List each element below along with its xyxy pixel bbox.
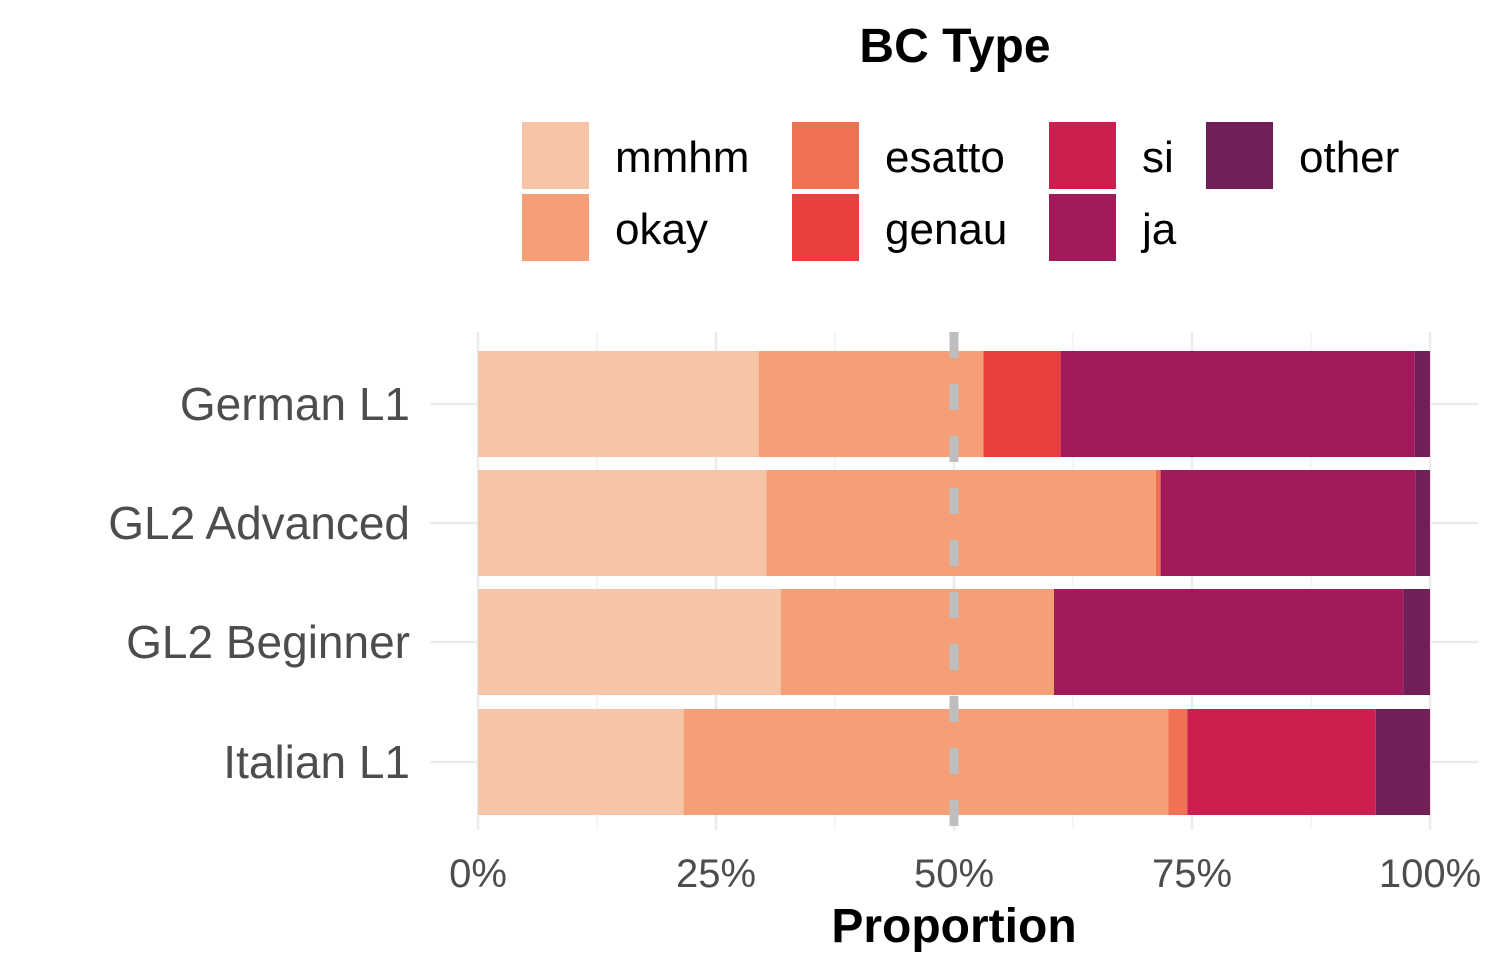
x-tick-labels: 0% 25% 50% 75% 100% [449, 852, 1481, 896]
legend-label-ja: ja [1140, 205, 1177, 254]
x-axis-title: Proportion [831, 900, 1076, 953]
legend-title: BC Type [859, 20, 1050, 73]
legend-key-other [1206, 122, 1273, 189]
legend-label-esatto: esatto [885, 133, 1005, 182]
bar-segment-genau [983, 351, 1061, 457]
legend-label-mmhm: mmhm [615, 133, 749, 182]
bar-segment-si [1187, 709, 1376, 815]
bar-segment-mmhm [478, 709, 684, 815]
bar-segment-ja [1160, 470, 1416, 576]
x-tick-label: 25% [676, 852, 756, 896]
bar-segment-okay [780, 589, 1054, 695]
bar-segment-mmhm [478, 589, 781, 695]
bar-segment-mmhm [478, 470, 767, 576]
bar-segment-okay [758, 351, 984, 457]
bar-segment-esatto [1168, 709, 1188, 815]
bar-segment-other [1415, 470, 1430, 576]
x-tick-label: 75% [1152, 852, 1232, 896]
legend-key-esatto [792, 122, 859, 189]
y-tick-label: Italian L1 [223, 736, 410, 788]
bars-layer [478, 351, 1430, 815]
category-labels: German L1 GL2 Advanced GL2 Beginner Italian… [108, 378, 410, 788]
bar-segment-mmhm [478, 351, 759, 457]
x-tick-label: 50% [914, 852, 994, 896]
x-tick-label: 100% [1379, 852, 1481, 896]
legend-key-okay [522, 194, 589, 261]
bar-segment-ja [1060, 351, 1415, 457]
y-tick-label: GL2 Beginner [126, 616, 410, 668]
bar-segment-okay [766, 470, 1156, 576]
bar-segment-other [1403, 589, 1430, 695]
legend: mmhm okay esatto genau si ja other [522, 122, 1399, 261]
bar-segment-esatto [1155, 470, 1161, 576]
bar-segment-okay [683, 709, 1169, 815]
legend-label-si: si [1142, 133, 1174, 182]
y-tick-label: GL2 Advanced [108, 497, 410, 549]
bar-segment-ja [1053, 589, 1404, 695]
x-tick-label: 0% [449, 852, 507, 896]
legend-label-okay: okay [615, 205, 708, 254]
bar-segment-other [1375, 709, 1430, 815]
legend-label-other: other [1299, 133, 1399, 182]
legend-key-genau [792, 194, 859, 261]
legend-label-genau: genau [885, 205, 1007, 254]
legend-key-mmhm [522, 122, 589, 189]
legend-key-ja [1049, 194, 1116, 261]
legend-key-si [1049, 122, 1116, 189]
bar-segment-other [1414, 351, 1430, 457]
y-tick-label: German L1 [180, 378, 410, 430]
